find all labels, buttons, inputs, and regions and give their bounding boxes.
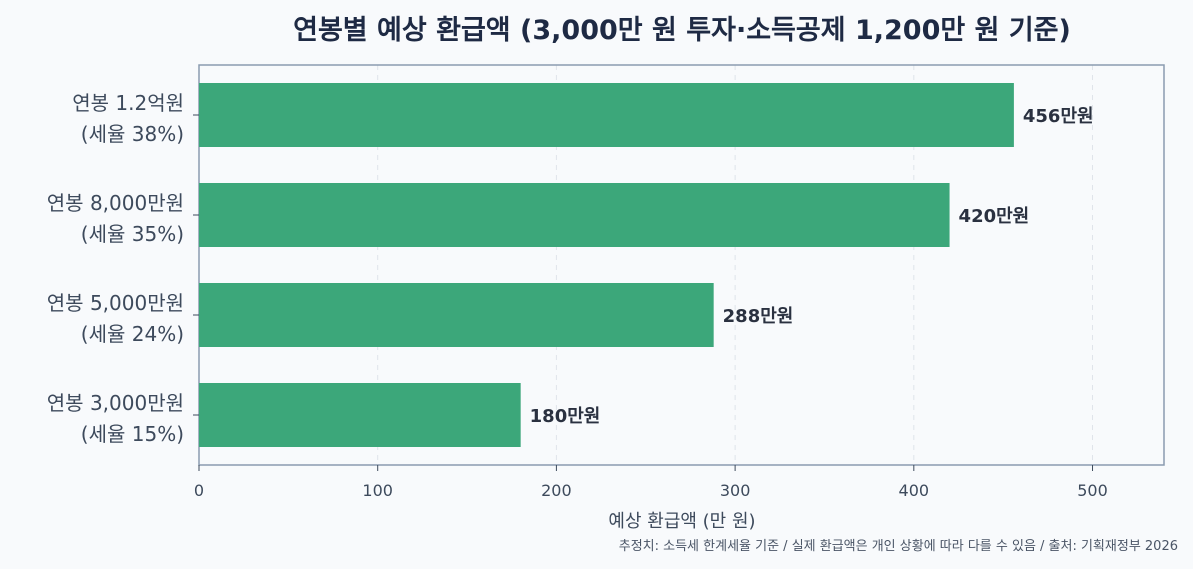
x-tick-label: 300: [720, 481, 751, 500]
category-label: (세율 35%): [81, 222, 184, 246]
x-axis-ticks: 0 100 200 300 400 500: [194, 465, 1108, 500]
bar: [199, 383, 521, 447]
x-tick-label: 200: [541, 481, 572, 500]
bars: [199, 83, 1014, 447]
category-label: 연봉 1.2억원: [72, 91, 184, 115]
bar: [199, 283, 714, 347]
bar-value-label: 420만원: [959, 206, 1030, 227]
category-label: 연봉 3,000만원: [47, 391, 184, 415]
chart-title: 연봉별 예상 환급액 (3,000만 원 투자·소득공제 1,200만 원 기준…: [293, 15, 1071, 46]
x-tick-label: 500: [1077, 481, 1108, 500]
data-labels: 456만원 420만원 288만원 180만원: [530, 106, 1094, 427]
bar: [199, 83, 1014, 147]
category-label: 연봉 5,000만원: [47, 291, 184, 315]
category-labels: 연봉 1.2억원 (세율 38%) 연봉 8,000만원 (세율 35%) 연봉 5,0…: [47, 91, 199, 446]
category-label: 연봉 8,000만원: [47, 191, 184, 215]
bar: [199, 183, 950, 247]
source-note: 추정치: 소득세 한계세율 기준 / 실제 환급액은 개인 상황에 따라 다를 …: [619, 539, 1178, 554]
bar-value-label: 288만원: [723, 306, 794, 327]
bar-value-label: 456만원: [1023, 106, 1094, 127]
category-label: (세율 38%): [81, 122, 184, 146]
plot-frame: [198, 64, 1165, 466]
x-tick-label: 400: [899, 481, 930, 500]
bar-value-label: 180만원: [530, 406, 601, 427]
x-tick-label: 0: [194, 481, 204, 500]
x-tick-label: 100: [362, 481, 393, 500]
category-label: (세율 15%): [81, 422, 184, 446]
x-axis-title: 예상 환급액 (만 원): [608, 511, 755, 532]
category-label: (세율 24%): [81, 322, 184, 346]
